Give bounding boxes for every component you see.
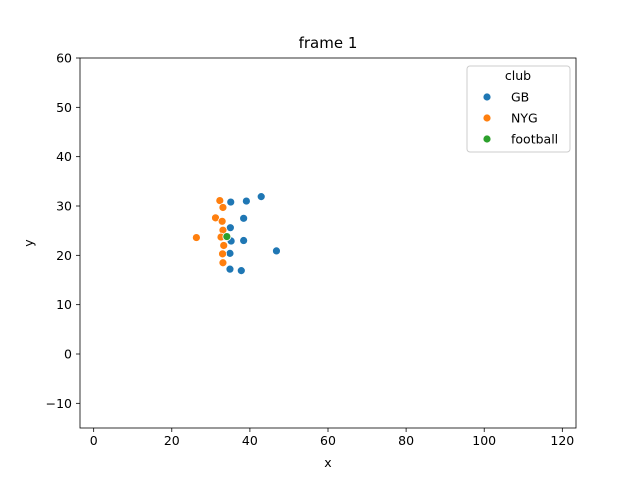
legend-title: club [505, 68, 531, 83]
data-points [191, 192, 281, 276]
y-tick-label: 10 [56, 297, 72, 312]
x-tick-label: 60 [320, 433, 336, 448]
point-nyg [218, 258, 228, 268]
point-gb [272, 246, 281, 256]
legend: club GB NYG football [466, 65, 571, 153]
point-gb [241, 196, 251, 206]
x-tick-label: 20 [164, 433, 180, 448]
x-axis: 0 20 40 60 80 100 120 [90, 428, 574, 448]
y-tick-label: 30 [56, 199, 72, 214]
point-gb [256, 192, 266, 202]
point-nyg [219, 241, 229, 250]
x-axis-label: x [324, 455, 331, 470]
point-gb [239, 236, 249, 245]
point-nyg [191, 233, 201, 242]
y-tick-label: −10 [46, 396, 72, 411]
point-football [222, 232, 232, 241]
y-tick-label: 0 [64, 347, 72, 362]
y-tick-label: 40 [56, 149, 72, 164]
point-gb [236, 266, 246, 276]
x-tick-label: 80 [398, 433, 414, 448]
point-gb [239, 213, 249, 223]
x-tick-label: 40 [242, 433, 258, 448]
legend-box [466, 65, 571, 153]
point-gb [225, 223, 235, 233]
point-gb [225, 264, 235, 274]
legend-label-nyg: NYG [511, 111, 538, 126]
legend-label-gb: GB [511, 90, 529, 105]
y-axis: −10 0 10 20 30 40 50 60 [46, 51, 80, 411]
legend-marker-football [482, 134, 492, 144]
chart-title: frame 1 [299, 34, 358, 52]
y-tick-label: 50 [56, 100, 72, 115]
point-gb [226, 197, 236, 207]
x-tick-label: 0 [90, 433, 98, 448]
legend-marker-nyg [482, 113, 492, 123]
legend-marker-gb [482, 92, 492, 102]
point-nyg [218, 203, 228, 212]
legend-label-football: football [511, 132, 558, 147]
y-tick-label: 60 [56, 51, 72, 66]
x-tick-label: 120 [550, 433, 574, 448]
point-gb [225, 248, 235, 258]
y-tick-label: 20 [56, 248, 72, 263]
point-nyg [217, 216, 227, 226]
x-tick-label: 100 [472, 433, 496, 448]
axes-frame [79, 57, 577, 429]
y-axis-label: y [21, 239, 36, 247]
point-nyg [218, 249, 227, 259]
